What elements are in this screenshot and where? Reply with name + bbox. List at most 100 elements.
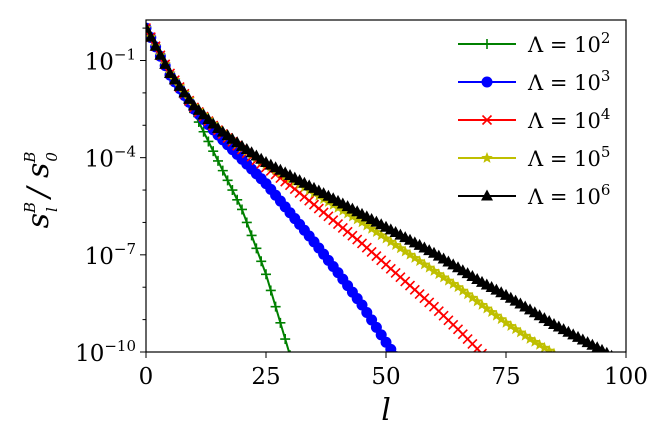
series-marker [466, 291, 479, 303]
series-marker [409, 252, 421, 263]
series-marker [154, 48, 167, 60]
legend-label: Λ = 104 [527, 105, 610, 133]
series-1 [146, 22, 416, 383]
y-tick-label: 10−10 [75, 337, 136, 367]
legend: Λ = 102 Λ = 103 Λ = 104 Λ = 105 Λ = 106 [458, 29, 610, 209]
series-marker [423, 261, 435, 273]
legend-marker [482, 39, 492, 49]
y-axis-label: sB l / sB 0 [21, 152, 61, 229]
series-marker [428, 265, 440, 276]
series-marker [505, 320, 517, 331]
legend-marker [481, 189, 493, 201]
series-marker [452, 281, 464, 293]
series-marker [461, 288, 474, 300]
series-marker [198, 126, 209, 137]
legend-label: Λ = 102 [527, 29, 610, 57]
series-3 [146, 22, 560, 352]
series-marker [485, 306, 498, 318]
series-marker [246, 230, 257, 241]
series-marker [394, 242, 407, 254]
series-marker [351, 213, 363, 225]
series-marker [529, 335, 541, 347]
series-marker [183, 92, 196, 104]
series-marker [237, 204, 247, 215]
series-marker [146, 21, 152, 33]
series-group [146, 21, 622, 383]
x-tick-label: 75 [491, 364, 520, 390]
legend-label: Λ = 103 [527, 67, 610, 95]
series-marker [213, 155, 223, 166]
legend-item-3: Λ = 105 [458, 143, 610, 171]
series-marker [261, 269, 271, 280]
series-marker [519, 329, 531, 341]
series-marker [490, 309, 503, 321]
series-marker [533, 338, 546, 350]
series-marker [476, 348, 488, 352]
series-marker [481, 302, 493, 314]
series-marker [385, 235, 397, 247]
series-marker [538, 341, 551, 352]
series-marker [524, 333, 536, 344]
series-marker [149, 39, 162, 51]
series-marker [313, 190, 325, 202]
series-marker [385, 343, 397, 352]
series-marker [361, 219, 373, 231]
series-marker [178, 86, 191, 98]
series-marker [457, 284, 469, 296]
series-marker [256, 256, 267, 267]
x-tick-label: 25 [251, 364, 280, 390]
series-marker [208, 146, 219, 157]
series-marker [275, 317, 286, 328]
series-marker [399, 245, 411, 257]
series-marker [404, 248, 416, 260]
series-marker [610, 353, 622, 364]
series-marker [146, 30, 157, 42]
series-marker [168, 73, 181, 85]
y-tick-label: 10−1 [85, 45, 136, 75]
series-marker [405, 372, 416, 383]
series-marker [270, 301, 281, 312]
legend-label: Λ = 105 [527, 143, 610, 171]
series-marker [159, 57, 172, 69]
series-marker [471, 295, 483, 307]
series-marker [603, 346, 610, 352]
y-tick-label: 10−4 [85, 143, 136, 173]
series-marker [380, 232, 392, 244]
series-marker [548, 347, 560, 352]
series-marker [509, 323, 522, 335]
series-marker [543, 344, 555, 352]
series-marker [222, 175, 233, 186]
legend-item-4: Λ = 106 [458, 181, 610, 209]
legend-item-1: Λ = 103 [458, 67, 610, 95]
series-marker [265, 285, 276, 296]
series-marker [442, 274, 455, 286]
x-axis-label: l [381, 393, 391, 428]
series-marker [389, 239, 402, 250]
series-marker [280, 334, 291, 345]
series-marker [164, 66, 176, 78]
legend-marker [481, 114, 493, 126]
series-marker [433, 268, 445, 280]
legend-item-2: Λ = 104 [458, 105, 610, 133]
series-marker [232, 194, 243, 205]
series-marker [495, 313, 507, 325]
series-marker [392, 351, 399, 352]
x-tick-label: 0 [139, 364, 154, 390]
series-marker [375, 229, 387, 241]
series-marker [400, 365, 411, 376]
legend-marker [481, 76, 493, 88]
x-tick-label: 50 [371, 364, 400, 390]
series-marker [418, 258, 431, 270]
series-marker [203, 136, 214, 147]
legend-label: Λ = 106 [527, 181, 610, 209]
series-marker [227, 185, 238, 196]
series-4 [146, 21, 622, 364]
series-marker [500, 316, 512, 328]
series-marker [251, 243, 262, 254]
series-marker [514, 326, 527, 338]
series-marker [356, 216, 368, 228]
series-marker [413, 255, 426, 267]
series-marker [365, 222, 378, 234]
